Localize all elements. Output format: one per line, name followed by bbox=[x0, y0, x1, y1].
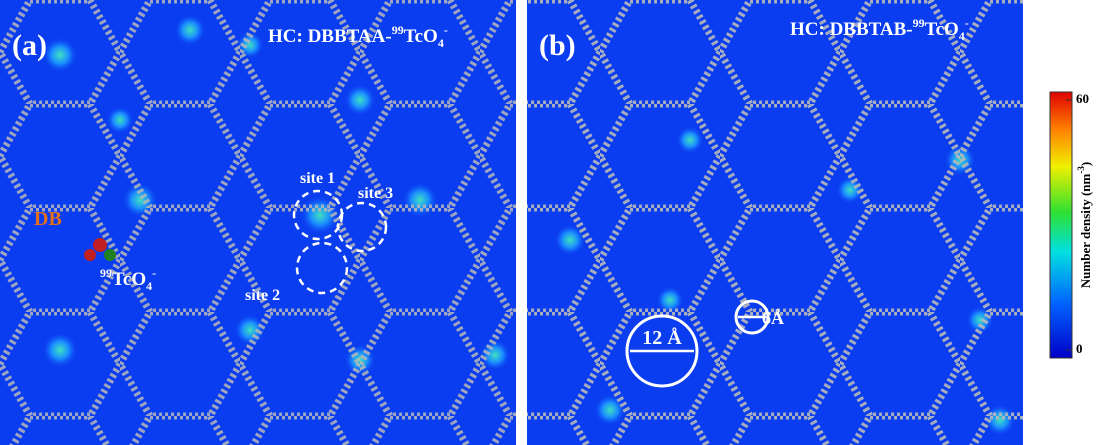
title-text: HC: DBBTAA- bbox=[268, 26, 392, 47]
pore-label: 12 Å bbox=[642, 326, 682, 349]
colorbar: Number density (nm-3) 0 60 bbox=[1050, 91, 1093, 358]
ion-subscript: 4 bbox=[146, 279, 152, 293]
title-mass: 99 bbox=[392, 23, 404, 37]
site-label: site 2 bbox=[245, 287, 280, 304]
panel-label: (a) bbox=[12, 29, 47, 62]
panel-a: (a) HC: DBBTAA-99TcO4- DB 99TcO4- site 1… bbox=[0, 0, 516, 445]
panel-title: HC: DBBTAB-99TcO4- bbox=[790, 16, 969, 43]
site-label: site 3 bbox=[358, 185, 393, 202]
site-label: site 1 bbox=[300, 170, 335, 187]
label-text: Number density (nm bbox=[1078, 173, 1093, 288]
title-subscript: 4 bbox=[959, 29, 965, 43]
ion-formula: TcO bbox=[112, 269, 146, 290]
title-subscript: 4 bbox=[438, 36, 444, 50]
framework bbox=[0, 0, 516, 445]
title-formula: TcO bbox=[925, 19, 959, 40]
framework bbox=[527, 0, 1023, 445]
colorbar-tick-label: 0 bbox=[1076, 341, 1083, 356]
colorbar-gradient bbox=[1050, 92, 1072, 358]
panel-b: (b) HC: DBBTAB-99TcO4- 12 Å 6Å bbox=[527, 0, 1023, 445]
title-charge: - bbox=[444, 23, 448, 37]
colorbar-tick-label: 60 bbox=[1076, 91, 1089, 106]
panel-label: (b) bbox=[539, 29, 576, 62]
colorbar-label: Number density (nm-3) bbox=[1076, 162, 1093, 288]
ion-charge: - bbox=[152, 266, 156, 280]
title-formula: TcO bbox=[404, 26, 438, 47]
figure: (a) HC: DBBTAA-99TcO4- DB 99TcO4- site 1… bbox=[0, 0, 1099, 445]
title-charge: - bbox=[965, 16, 969, 30]
db-label: DB bbox=[34, 208, 62, 230]
panel-title: HC: DBBTAA-99TcO4- bbox=[268, 23, 448, 50]
pore-label: 6Å bbox=[762, 308, 784, 328]
ion-mass: 99 bbox=[100, 266, 112, 280]
title-text: HC: DBBTAB- bbox=[790, 19, 913, 40]
label-close: ) bbox=[1078, 162, 1093, 166]
title-mass: 99 bbox=[913, 16, 925, 30]
